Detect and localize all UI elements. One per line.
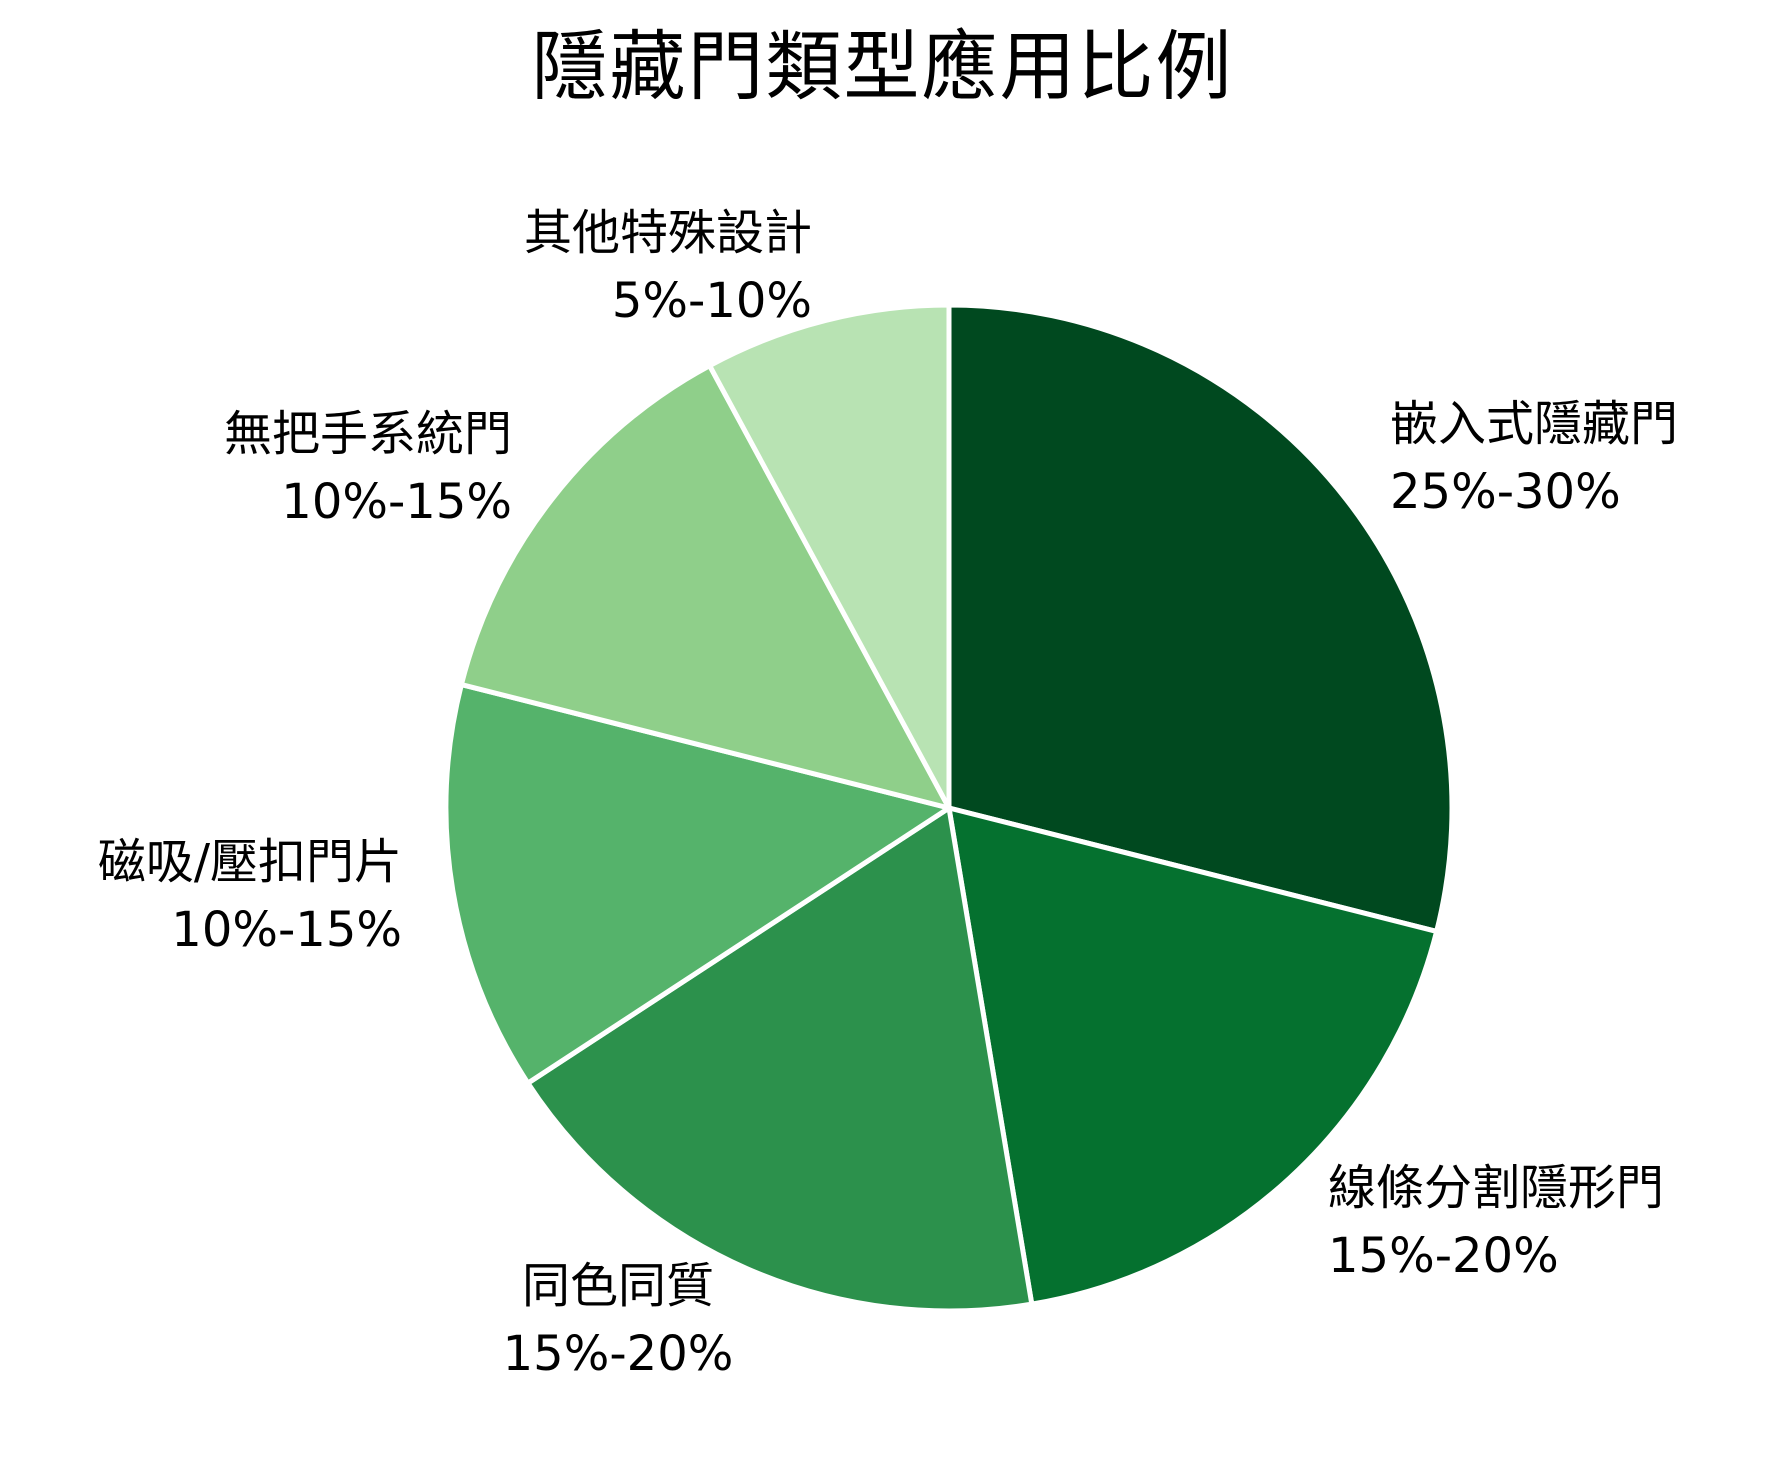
pie-slice-0 bbox=[946, 302, 1455, 934]
slice-label-0-name: 嵌入式隱藏門 bbox=[1390, 396, 1679, 452]
slice-label-2-name: 同色同質 bbox=[521, 1258, 714, 1314]
slice-label-4-name: 無把手系統門 bbox=[223, 406, 512, 462]
chart-title: 隱藏門類型應用比例 bbox=[531, 22, 1234, 111]
pie-slice-3 bbox=[443, 682, 952, 1086]
slice-label-3-value: 10%-15% bbox=[171, 902, 402, 958]
slice-label-4-value: 10%-15% bbox=[281, 474, 512, 530]
slice-label-1-value: 15%-20% bbox=[1328, 1228, 1559, 1284]
slice-label-3-name: 磁吸/壓扣門片 bbox=[97, 834, 402, 890]
pie-slice-2 bbox=[525, 805, 1035, 1314]
slice-label-2: 同色同質 15%-20% bbox=[448, 1252, 788, 1388]
slice-label-1-name: 線條分割隱形門 bbox=[1328, 1160, 1665, 1216]
pie-slice-4 bbox=[458, 363, 952, 811]
slice-label-5: 其他特殊設計 5%-10% bbox=[0, 199, 812, 335]
slice-label-3: 磁吸/壓扣門片 10%-15% bbox=[0, 828, 402, 964]
slice-label-5-value: 5%-10% bbox=[611, 273, 812, 329]
slice-label-1: 線條分割隱形門 15%-20% bbox=[1328, 1154, 1664, 1290]
slice-label-0: 嵌入式隱藏門 25%-30% bbox=[1390, 390, 1678, 526]
slice-label-0-value: 25%-30% bbox=[1390, 464, 1621, 520]
pie-slice-5 bbox=[707, 302, 952, 811]
slice-label-5-name: 其他特殊設計 bbox=[523, 205, 812, 261]
slice-label-2-value: 15%-20% bbox=[502, 1326, 734, 1382]
pie-slice-1 bbox=[946, 805, 1440, 1307]
slice-label-4: 無把手系統門 10%-15% bbox=[0, 400, 512, 536]
